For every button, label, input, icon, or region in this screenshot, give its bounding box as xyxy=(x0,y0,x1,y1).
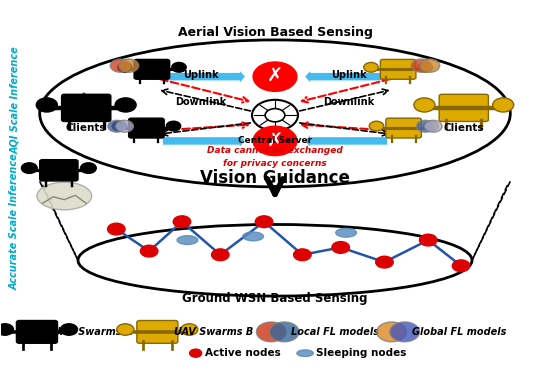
Circle shape xyxy=(115,98,136,112)
Circle shape xyxy=(190,349,202,357)
Circle shape xyxy=(108,120,125,132)
FancyBboxPatch shape xyxy=(129,118,164,138)
Circle shape xyxy=(253,62,297,91)
Text: Uplink: Uplink xyxy=(183,70,219,80)
FancyBboxPatch shape xyxy=(62,94,111,121)
Text: Global FL models: Global FL models xyxy=(412,327,506,337)
Text: UAV Swarms A: UAV Swarms A xyxy=(53,327,133,337)
Text: UAV Swarms B: UAV Swarms B xyxy=(174,327,253,337)
Circle shape xyxy=(21,163,37,174)
Text: Central Server: Central Server xyxy=(238,136,312,145)
Text: Clients: Clients xyxy=(66,123,107,133)
Circle shape xyxy=(256,322,286,342)
Circle shape xyxy=(119,59,139,72)
Circle shape xyxy=(112,121,126,131)
Text: Downlink: Downlink xyxy=(175,97,227,107)
FancyBboxPatch shape xyxy=(381,60,416,79)
FancyBboxPatch shape xyxy=(16,320,58,343)
Circle shape xyxy=(376,256,393,268)
Ellipse shape xyxy=(243,232,263,241)
Circle shape xyxy=(108,223,125,235)
FancyBboxPatch shape xyxy=(134,60,169,79)
Circle shape xyxy=(117,324,134,335)
Circle shape xyxy=(252,100,298,131)
Circle shape xyxy=(173,216,191,228)
Circle shape xyxy=(172,63,186,72)
Circle shape xyxy=(111,59,130,72)
Circle shape xyxy=(212,249,229,260)
Circle shape xyxy=(294,249,311,260)
Circle shape xyxy=(414,98,435,112)
FancyBboxPatch shape xyxy=(386,118,421,138)
Circle shape xyxy=(265,109,285,122)
Circle shape xyxy=(452,260,470,272)
Circle shape xyxy=(424,121,438,131)
Text: Vision Guidance: Vision Guidance xyxy=(200,169,350,186)
Text: AQI Scale Inference: AQI Scale Inference xyxy=(10,47,20,154)
Circle shape xyxy=(140,245,158,257)
Text: Active nodes: Active nodes xyxy=(205,348,280,358)
Circle shape xyxy=(332,242,349,253)
Text: Ground WSN Based Sensing: Ground WSN Based Sensing xyxy=(182,292,368,305)
Ellipse shape xyxy=(336,228,356,237)
Text: ✈: ✈ xyxy=(74,91,99,121)
Circle shape xyxy=(418,63,432,72)
Circle shape xyxy=(166,121,181,131)
Circle shape xyxy=(364,63,378,72)
Ellipse shape xyxy=(297,350,313,356)
Ellipse shape xyxy=(37,182,92,210)
Circle shape xyxy=(493,98,514,112)
Text: Local FL models: Local FL models xyxy=(292,327,379,337)
Text: Clients: Clients xyxy=(443,123,484,133)
Text: Accurate Scale Inference: Accurate Scale Inference xyxy=(10,153,20,290)
Text: Data cannot be exchanged
for privacy concerns: Data cannot be exchanged for privacy con… xyxy=(207,147,343,168)
FancyBboxPatch shape xyxy=(439,94,488,121)
Circle shape xyxy=(390,322,420,342)
Circle shape xyxy=(377,322,406,342)
Text: Downlink: Downlink xyxy=(323,97,375,107)
Circle shape xyxy=(270,322,299,342)
Circle shape xyxy=(36,98,57,112)
Circle shape xyxy=(255,216,273,228)
Text: ✗: ✗ xyxy=(267,67,283,86)
Circle shape xyxy=(420,59,439,72)
Circle shape xyxy=(0,324,14,335)
Circle shape xyxy=(420,234,437,246)
FancyBboxPatch shape xyxy=(40,160,78,181)
Circle shape xyxy=(60,324,78,335)
Text: Sleeping nodes: Sleeping nodes xyxy=(316,348,406,358)
Text: Aerial Vision Based Sensing: Aerial Vision Based Sensing xyxy=(178,26,372,39)
Circle shape xyxy=(253,126,297,156)
Ellipse shape xyxy=(177,236,198,245)
FancyBboxPatch shape xyxy=(137,320,178,343)
Circle shape xyxy=(118,63,132,72)
Text: ✗: ✗ xyxy=(267,131,283,151)
Circle shape xyxy=(181,324,198,335)
Circle shape xyxy=(80,163,96,174)
Circle shape xyxy=(425,120,442,132)
Circle shape xyxy=(116,120,134,132)
Circle shape xyxy=(411,59,431,72)
Text: Uplink: Uplink xyxy=(331,70,367,80)
Circle shape xyxy=(369,121,384,131)
Circle shape xyxy=(416,120,435,132)
